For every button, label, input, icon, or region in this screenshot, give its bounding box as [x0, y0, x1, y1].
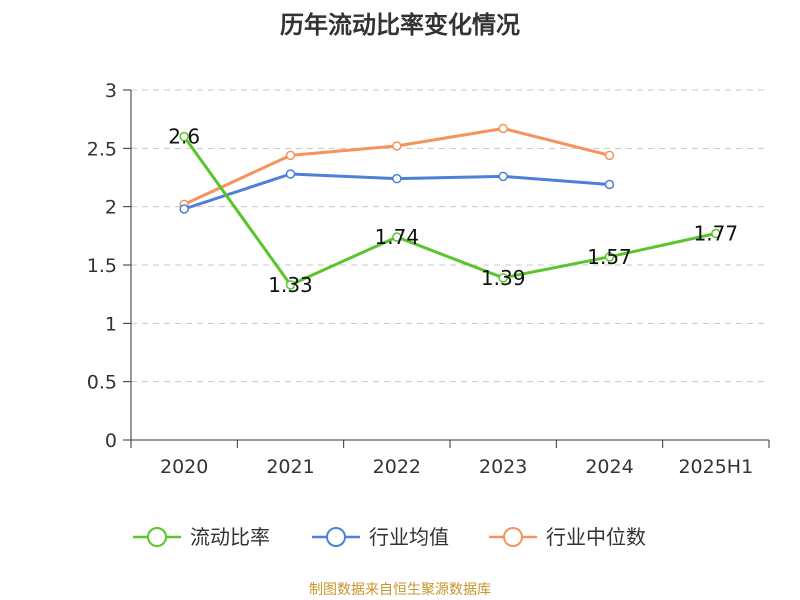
data-label: 2.6 — [168, 125, 200, 149]
series-line-0 — [182, 135, 717, 287]
y-tick-label: 1.5 — [87, 255, 117, 277]
data-point — [392, 141, 402, 151]
data-label: 1.77 — [694, 222, 739, 246]
data-label: 1.57 — [587, 245, 632, 269]
series-lines — [179, 123, 721, 290]
data-point — [498, 171, 508, 182]
data-point — [285, 280, 296, 290]
chart-title: 历年流动比率变化情况 — [280, 11, 520, 39]
data-point — [711, 228, 721, 239]
legend: 流动比率 行业均值 行业中位数 — [133, 525, 646, 549]
y-tick-label: 0.5 — [87, 372, 117, 394]
legend-label: 行业中位数 — [546, 525, 646, 549]
legend-label: 行业均值 — [369, 525, 449, 549]
legend-marker — [147, 527, 167, 547]
y-tick-label: 1 — [105, 313, 117, 335]
x-tick-label: 2024 — [585, 456, 633, 478]
data-point — [604, 252, 615, 262]
data-point — [179, 204, 189, 214]
x-tick-label: 2022 — [373, 456, 421, 478]
data-point — [498, 273, 508, 283]
x-tick-label: 2023 — [479, 456, 527, 478]
x-tick-label: 2025H1 — [678, 456, 753, 478]
y-tick-label: 0 — [105, 430, 117, 452]
y-tick-label: 3 — [105, 80, 117, 102]
legend-marker — [503, 527, 523, 547]
data-labels: 2.6 1.33 1.74 1.39 1.57 1.77 — [168, 125, 738, 297]
y-tick-label: 2 — [105, 197, 117, 219]
source-note: 制图数据来自恒生聚源数据库 — [309, 582, 491, 598]
data-point — [179, 131, 189, 142]
data-point — [285, 169, 296, 179]
legend-label: 流动比率 — [190, 525, 270, 549]
legend-marker — [326, 527, 346, 547]
y-tick-label: 2.5 — [87, 138, 117, 160]
data-point — [392, 173, 402, 184]
data-point — [285, 150, 296, 161]
data-point — [604, 150, 615, 161]
data-point — [392, 232, 402, 242]
data-label: 1.74 — [375, 225, 420, 249]
legend-item: 流动比率 — [133, 525, 270, 549]
axes: 0 0.5 1 1.5 2 2.5 3 2020 2021 2022 2023 2024 2025H1 — [87, 80, 770, 478]
data-point — [498, 123, 508, 134]
grid-lines — [131, 89, 769, 383]
x-tick-label: 2021 — [266, 456, 314, 478]
series-line-2 — [183, 127, 610, 206]
data-point — [604, 179, 615, 190]
data-label: 1.39 — [481, 266, 526, 290]
legend-item: 行业中位数 — [489, 525, 646, 549]
x-tick-label: 2020 — [160, 456, 208, 478]
legend-item: 行业均值 — [312, 525, 449, 549]
data-label: 1.33 — [268, 273, 313, 297]
